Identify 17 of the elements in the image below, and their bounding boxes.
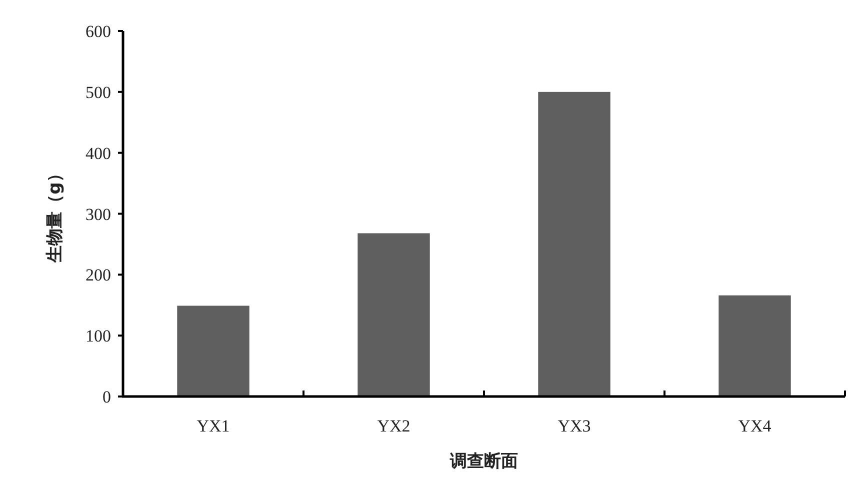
bar — [538, 92, 610, 396]
y-tick-label: 300 — [86, 204, 111, 224]
bar — [718, 295, 791, 396]
bar — [177, 306, 250, 396]
x-tick-label: YX2 — [377, 416, 410, 436]
x-tick-label: YX4 — [738, 416, 772, 436]
bar — [358, 233, 430, 396]
x-tick-label: YX3 — [558, 416, 591, 436]
y-axis-title: 生物量（g） — [45, 165, 65, 264]
y-tick-label: 400 — [86, 144, 111, 163]
x-tick-label: YX1 — [196, 416, 230, 436]
y-tick-label: 0 — [102, 388, 111, 406]
y-tick-label: 200 — [86, 266, 111, 285]
y-tick-label: 600 — [86, 22, 111, 41]
y-tick-label: 500 — [86, 82, 111, 102]
x-axis-title: 调查断面 — [449, 452, 518, 472]
y-tick-label: 100 — [86, 326, 111, 346]
